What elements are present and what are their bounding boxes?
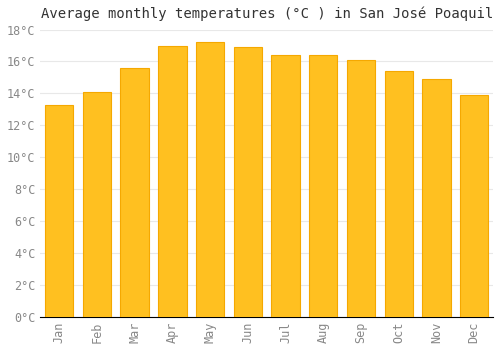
Bar — [234, 47, 262, 317]
Bar — [460, 95, 488, 317]
Bar — [83, 92, 111, 317]
Bar — [272, 55, 299, 317]
Bar — [120, 68, 149, 317]
Title: Average monthly temperatures (°C ) in San José Poaquil: Average monthly temperatures (°C ) in Sa… — [40, 7, 493, 21]
Bar — [422, 79, 450, 317]
Bar — [347, 60, 375, 317]
Bar — [384, 71, 413, 317]
Bar — [196, 42, 224, 317]
Bar — [158, 46, 186, 317]
Bar — [45, 105, 74, 317]
Bar — [309, 55, 338, 317]
